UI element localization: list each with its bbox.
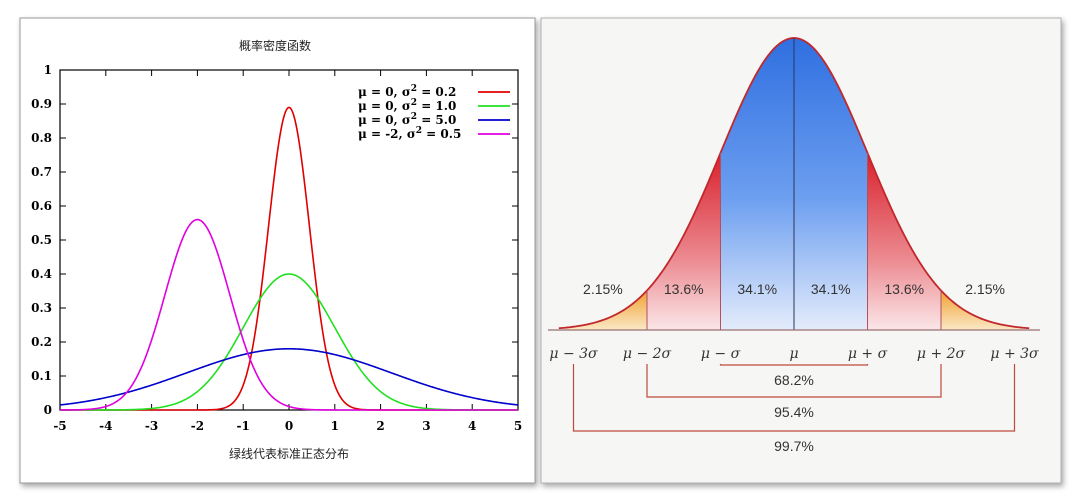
sigma-axis-label: μ xyxy=(789,346,798,362)
sigma-axis-label: μ − σ xyxy=(701,346,741,362)
x-tick-label: -2 xyxy=(191,419,204,433)
x-tick-label: 5 xyxy=(514,419,522,433)
x-tick-label: 2 xyxy=(376,419,384,433)
range-percent-label: 95.4% xyxy=(774,404,814,420)
region-percent-label: 34.1% xyxy=(811,281,851,297)
sigma-axis-label: μ − 3σ xyxy=(549,346,598,362)
series-line xyxy=(59,348,519,406)
x-tick-label: -4 xyxy=(99,419,112,433)
y-tick-label: 1 xyxy=(44,63,52,77)
region-percent-label: 2.15% xyxy=(965,281,1005,297)
empirical-rule-labels: 2.15% 13.6% 34.1% 34.1% 13.6% 2.15% μ − 3σ μ − … xyxy=(549,281,1039,454)
x-tick-label: -3 xyxy=(145,419,158,433)
legend-entry-label: μ = 0, σ2 = 5.0 xyxy=(358,112,456,127)
pdf-y-ticks: 0 0.1 0.2 0.3 0.4 0.5 0.6 0.7 0.8 0.9 1 xyxy=(31,63,518,417)
pdf-curves xyxy=(59,106,519,411)
x-tick-label: -5 xyxy=(53,419,66,433)
sigma-axis-label: μ + 2σ xyxy=(917,346,966,362)
x-tick-label: 3 xyxy=(422,419,430,433)
pdf-legend: μ = 0, σ2 = 0.2μ = 0, σ2 = 1.0μ = 0, σ2 … xyxy=(358,84,510,141)
y-tick-label: 0.7 xyxy=(31,165,52,179)
empirical-rule-panel: 2.15% 13.6% 34.1% 34.1% 13.6% 2.15% μ − 3σ μ − … xyxy=(540,17,1062,484)
tail-region-right xyxy=(941,290,1022,330)
legend-entry-label: μ = 0, σ2 = 0.2 xyxy=(358,84,456,99)
range-percent-label: 68.2% xyxy=(774,372,814,388)
legend-entry-label: μ = -2, σ2 = 0.5 xyxy=(358,126,461,141)
pdf-chart-panel: 概率密度函数 00.10.20.30.40.50.60.70.80.91 -5-… xyxy=(19,17,536,484)
region-percent-label: 2.15% xyxy=(583,281,623,297)
y-tick-label: 0.4 xyxy=(31,267,52,281)
y-tick-label: 0.2 xyxy=(31,335,52,349)
y-tick-label: 0.9 xyxy=(31,97,52,111)
x-tick-label: 4 xyxy=(468,419,476,433)
region-percent-label: 34.1% xyxy=(737,281,777,297)
series-line xyxy=(59,218,518,411)
range-bracket xyxy=(572,364,1016,432)
range-bracket xyxy=(646,364,942,398)
tail-region-left xyxy=(566,290,647,330)
sigma-axis-label: μ + 3σ xyxy=(990,346,1039,362)
region-percent-label: 13.6% xyxy=(884,281,924,297)
y-tick-label: 0 xyxy=(44,403,52,417)
pdf-chart-title: 概率密度函数 xyxy=(239,38,311,53)
range-percent-label: 99.7% xyxy=(774,438,814,454)
y-tick-label: 0.5 xyxy=(31,233,52,247)
sigma-axis-label: μ − 2σ xyxy=(623,346,672,362)
y-tick-label: 0.6 xyxy=(31,199,52,213)
region-percent-label: 13.6% xyxy=(664,281,704,297)
x-tick-label: 1 xyxy=(331,419,339,433)
pdf-x-axis-label: 绿线代表标准正态分布 xyxy=(229,446,349,461)
x-tick-label: 0 xyxy=(285,419,293,433)
y-tick-label: 0.3 xyxy=(31,301,52,315)
range-bracket xyxy=(719,364,869,366)
bell-curve xyxy=(548,37,1040,331)
pdf-chart-frame xyxy=(19,17,536,484)
x-tick-label: -1 xyxy=(237,419,250,433)
sigma-axis-label: μ + σ xyxy=(848,346,888,362)
y-tick-label: 0.8 xyxy=(31,131,52,145)
y-tick-label: 0.1 xyxy=(31,369,52,383)
pdf-x-ticks: -5 -4 -3 -2 -1 0 1 2 3 4 5 xyxy=(53,70,522,433)
legend-entry-label: μ = 0, σ2 = 1.0 xyxy=(358,98,456,113)
